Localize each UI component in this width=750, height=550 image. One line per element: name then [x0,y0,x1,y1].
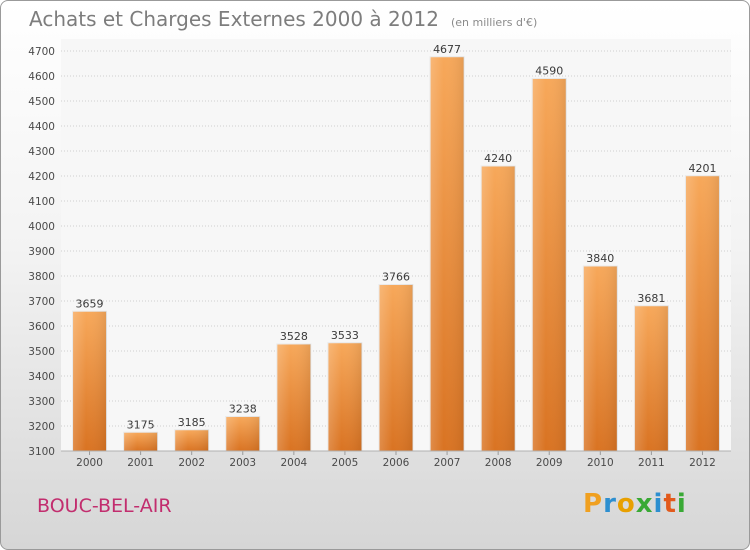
data-label-2001: 3175 [127,418,155,431]
bar-shine-2004 [276,344,311,451]
data-label-2006: 3766 [382,271,410,284]
y-tick-label: 4100 [28,196,55,208]
x-tick-label-2004: 2004 [280,457,307,469]
y-tick-label: 4600 [28,71,55,83]
bar-shine-2012 [685,175,720,451]
data-label-2011: 3681 [637,292,665,305]
data-label-2002: 3185 [178,416,206,429]
y-tick-label: 4400 [28,121,55,133]
chart-title: Achats et Charges Externes 2000 à 2012 (e… [29,7,537,31]
x-tick-label-2000: 2000 [76,457,103,469]
x-tick-label-2002: 2002 [178,457,205,469]
data-label-2003: 3238 [229,403,257,416]
y-axis-ticks: 3100 3200 3300 3400 3500 3600 3700 3800 3900 4000… [28,46,55,458]
proxiti-logo[interactable]: Proxiti [583,489,687,519]
y-tick-label: 4200 [28,171,55,183]
x-tick-label-2005: 2005 [332,457,359,469]
data-label-2009: 4590 [535,65,563,78]
bar-shine-2009 [532,78,567,451]
x-tick-label-2009: 2009 [536,457,563,469]
bars [72,56,720,452]
y-tick-label: 3900 [28,246,55,258]
data-label-2008: 4240 [484,152,512,165]
data-labels: 3659 3175 3185 3238 3528 3533 3766 4677 4240 4590… [76,43,717,432]
bar-shine-2007 [430,56,465,451]
y-tick-label: 3400 [28,371,55,383]
x-tick-label-2010: 2010 [587,457,614,469]
y-tick-label: 4500 [28,96,55,108]
y-tick-label: 3300 [28,396,55,408]
x-tick-label-2008: 2008 [485,457,512,469]
data-label-2004: 3528 [280,330,308,343]
chart-subtitle: (en milliers d'€) [450,16,538,29]
bar-shine-2001 [123,432,158,451]
y-tick-label: 3200 [28,421,55,433]
x-tick-label-2006: 2006 [383,457,410,469]
x-axis-ticks: 2000 2001 2002 2003 2004 2005 2006 2007 2008 2009… [76,451,716,469]
data-label-2010: 3840 [586,252,614,265]
x-tick-label-2001: 2001 [127,457,154,469]
y-tick-label: 4300 [28,146,55,158]
y-tick-label: 3700 [28,296,55,308]
y-tick-label: 4000 [28,221,55,233]
chart-title-text: Achats et Charges Externes 2000 à 2012 [29,7,439,31]
bar-shine-2005 [327,342,362,451]
bar-shine-2003 [225,416,260,451]
bar-shine-2000 [72,311,107,451]
y-tick-label: 4700 [28,46,55,58]
bar-shine-2006 [379,284,413,451]
x-tick-label-2003: 2003 [229,457,256,469]
data-label-2005: 3533 [331,329,359,342]
data-label-2007: 4677 [433,43,461,56]
grid-lines [61,50,731,452]
bar-shine-2002 [174,429,209,451]
y-tick-label: 3800 [28,271,55,283]
x-tick-label-2011: 2011 [638,457,665,469]
city-name: BOUC-BEL-AIR [37,495,172,517]
y-tick-label: 3600 [28,321,55,333]
y-tick-label: 3500 [28,346,55,358]
bar-shine-2008 [481,166,516,451]
x-tick-label-2012: 2012 [689,457,716,469]
y-tick-label: 3100 [28,446,55,458]
data-label-2012: 4201 [688,162,716,175]
bar-shine-2011 [634,305,669,451]
data-label-2000: 3659 [76,297,104,310]
bar-shine-2010 [583,266,618,451]
x-tick-label-2007: 2007 [434,457,461,469]
